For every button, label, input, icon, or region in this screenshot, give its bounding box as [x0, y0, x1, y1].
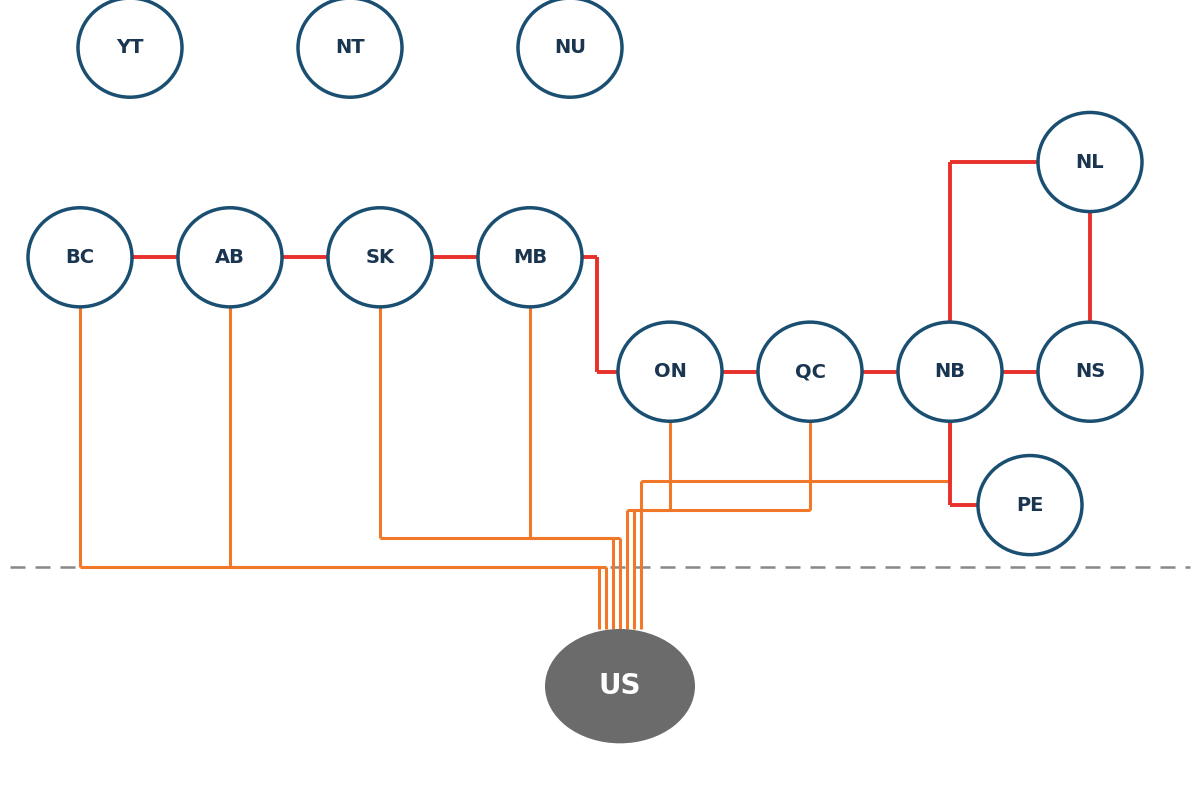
Text: NB: NB	[935, 362, 966, 381]
Text: NU: NU	[554, 38, 586, 57]
Text: ON: ON	[654, 362, 686, 381]
Ellipse shape	[758, 322, 862, 422]
Ellipse shape	[28, 208, 132, 307]
Ellipse shape	[545, 629, 695, 744]
Text: AB: AB	[215, 248, 245, 267]
Ellipse shape	[78, 0, 182, 97]
Text: SK: SK	[366, 248, 395, 267]
Ellipse shape	[478, 208, 582, 307]
Ellipse shape	[1038, 322, 1142, 422]
Text: US: US	[599, 672, 641, 700]
Ellipse shape	[1038, 112, 1142, 211]
Ellipse shape	[298, 0, 402, 97]
Ellipse shape	[898, 322, 1002, 422]
Ellipse shape	[328, 208, 432, 307]
Text: NT: NT	[335, 38, 365, 57]
Ellipse shape	[978, 456, 1082, 554]
Text: MB: MB	[512, 248, 547, 267]
Text: YT: YT	[116, 38, 144, 57]
Ellipse shape	[178, 208, 282, 307]
Ellipse shape	[518, 0, 622, 97]
Text: NL: NL	[1075, 153, 1104, 172]
Text: QC: QC	[794, 362, 826, 381]
Ellipse shape	[618, 322, 722, 422]
Text: BC: BC	[66, 248, 95, 267]
Text: PE: PE	[1016, 496, 1044, 515]
Text: NS: NS	[1075, 362, 1105, 381]
